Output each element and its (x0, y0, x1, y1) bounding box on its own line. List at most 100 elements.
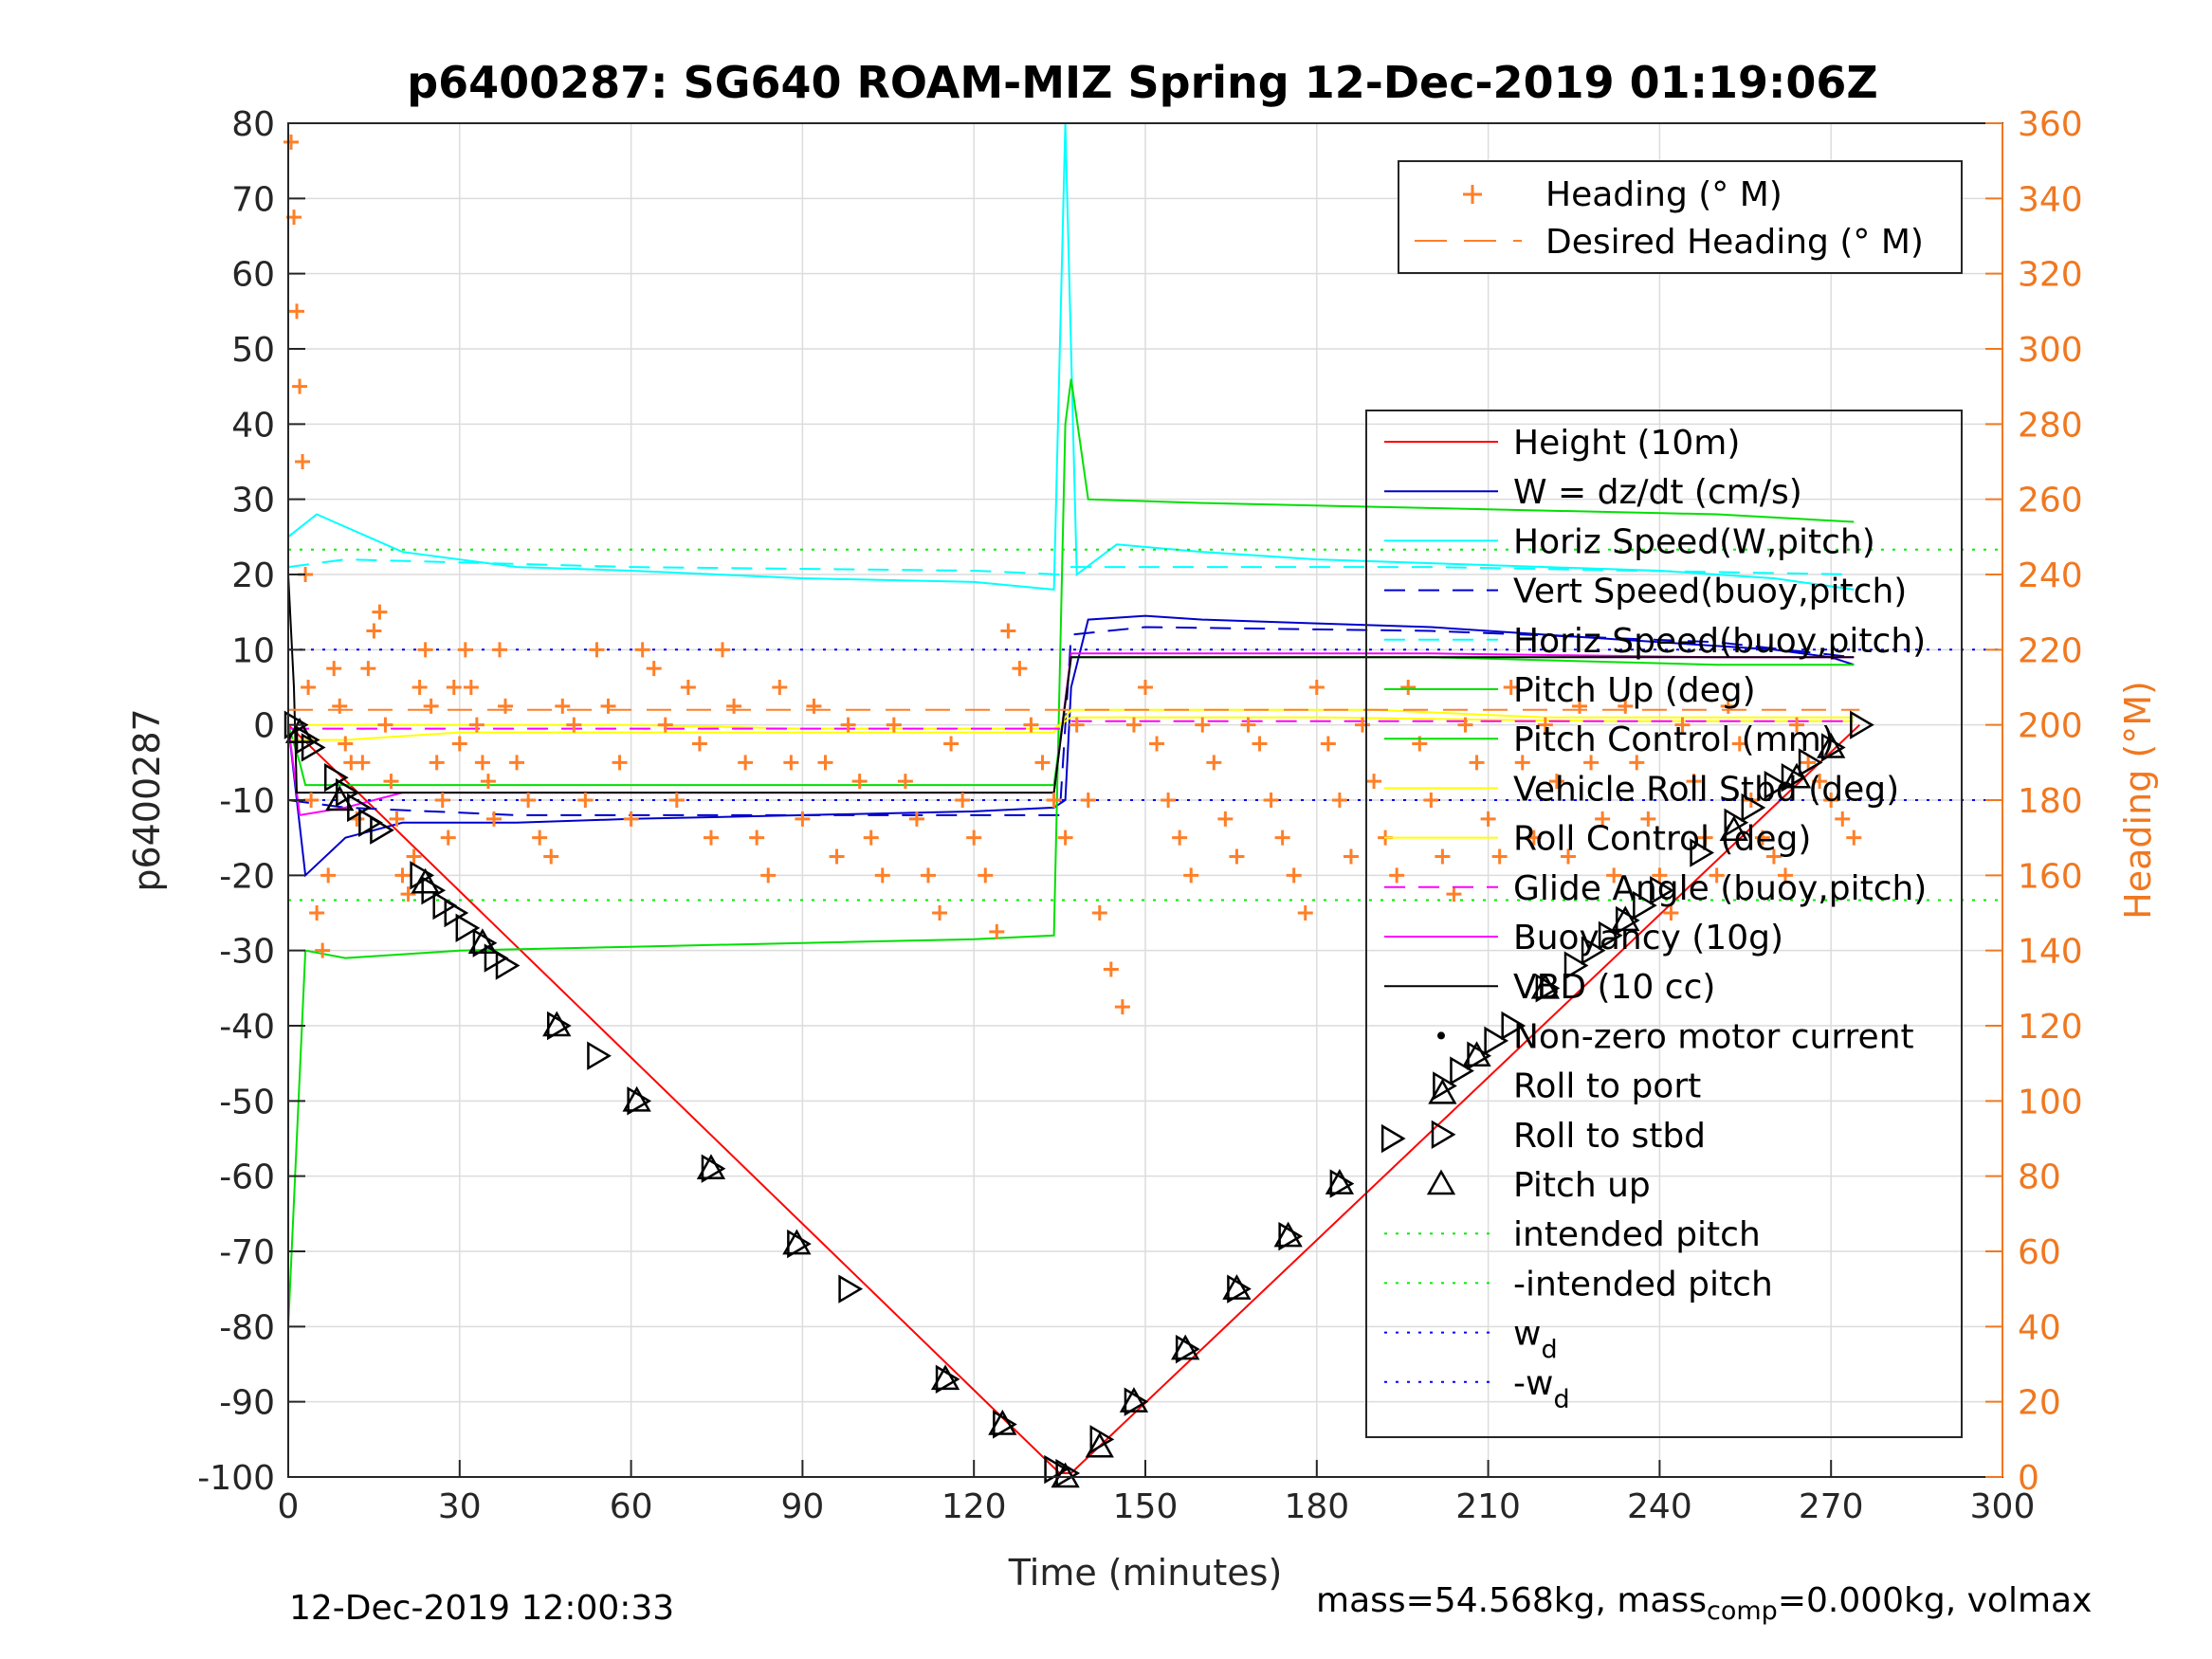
legend-main-label-text: Pitch Up (deg) (1513, 671, 1756, 710)
heading-point (289, 303, 305, 319)
heading-point (1652, 867, 1668, 884)
heading-point (532, 830, 548, 846)
legend-main-label: Glide Angle (buoy,pitch) (1513, 869, 1927, 908)
heading-point (680, 680, 696, 695)
y-tick-label: -40 (219, 1008, 275, 1047)
roll-to-stbd-marker (1467, 1041, 1492, 1070)
series-horiz-speed-w-pitch (287, 122, 1855, 591)
heading-point (1583, 755, 1600, 771)
legend-main-label-text: Non-zero motor current (1513, 1017, 1914, 1056)
heading-point (326, 661, 342, 677)
legend-main-label: Roll Control (deg) (1513, 820, 1811, 859)
legend-main-label: W = dz/dt (cm/s) (1513, 473, 1802, 512)
legend-top: Heading (° M) Desired Heading (° M) (1398, 160, 1963, 274)
legend-swatch-roll-to-stbd (1431, 1120, 1456, 1149)
pitch-up-marker (325, 785, 355, 811)
roll-to-stbd-marker (993, 1410, 1017, 1439)
y-tick-label: -70 (219, 1233, 275, 1272)
heading-point (1469, 755, 1485, 771)
heading-point (634, 642, 650, 658)
pitch-up-marker (1273, 1221, 1303, 1248)
legend-top-label: Heading (° M) (1545, 175, 1782, 214)
heading-point (691, 736, 707, 752)
pitch-up-marker (1462, 1041, 1491, 1066)
roll-to-stbd-marker (787, 1229, 812, 1259)
roll-to-stbd-marker (1741, 793, 1766, 823)
legend-main-label: Pitch up (1513, 1166, 1651, 1205)
y-tick-label: 30 (231, 482, 275, 520)
heading-point (1731, 736, 1747, 752)
x-tick-label: 30 (438, 1487, 482, 1526)
heading-point (283, 134, 300, 150)
legend-main-label: Pitch Up (deg) (1513, 671, 1756, 710)
heading-point (1835, 811, 1851, 827)
y2-tick-label: 340 (2018, 180, 2083, 219)
x-tick-label: 270 (1799, 1487, 1864, 1526)
legend-main-label-text: intended pitch (1513, 1215, 1761, 1254)
heading-point (320, 867, 337, 884)
legend-main-label-text: Vert Speed(buoy,pitch) (1513, 573, 1907, 611)
y2-axis-label: Heading (°M) (2117, 681, 2159, 920)
roll-to-stbd-marker (838, 1274, 864, 1304)
y2-tick-label: 0 (2018, 1459, 2039, 1498)
heading-point (429, 755, 445, 771)
heading-point (589, 642, 605, 658)
pitch-up-marker (1222, 1274, 1252, 1300)
roll-to-stbd-marker (1850, 710, 1874, 739)
heading-point (377, 717, 393, 733)
legend-top-label: Desired Heading (° M) (1545, 223, 1924, 262)
y-tick-label: -10 (219, 782, 275, 821)
heading-point (886, 717, 902, 733)
roll-to-stbd-marker (1535, 974, 1561, 1003)
heading-point (1343, 848, 1359, 865)
heading-point (411, 680, 428, 695)
heading-point (1161, 793, 1177, 808)
roll-to-stbd-marker (1598, 921, 1623, 950)
series-vert-speed-buoy-pitch (287, 626, 1855, 816)
heading-point (1263, 793, 1279, 808)
legend-main-label: Horiz Speed(W,pitch) (1513, 522, 1875, 561)
heading-point (1491, 848, 1508, 865)
legend-main-box (1365, 410, 1963, 1438)
heading-point (1286, 867, 1302, 884)
pitch-up-marker (284, 718, 315, 743)
footer-mass-b: =0.000kg, volmax (1777, 1581, 2093, 1620)
heading-point (389, 811, 405, 827)
y-tick-label: 40 (231, 406, 275, 445)
heading-point (1686, 774, 1702, 790)
heading-point (1217, 811, 1234, 827)
y2-tick-label: 20 (2018, 1384, 2061, 1423)
heading-point (1572, 698, 1588, 714)
legend-main-label-text: Pitch up (1513, 1166, 1651, 1205)
roll-to-stbd-marker (1690, 838, 1715, 867)
pitch-up-marker (782, 1229, 812, 1255)
heading-point (1149, 736, 1165, 752)
heading-point (521, 793, 537, 808)
heading-point (1023, 717, 1039, 733)
legend-main-label: VBD (10 cc) (1513, 968, 1715, 1007)
y2-tick-label: 60 (2018, 1233, 2061, 1272)
heading-point (772, 680, 788, 695)
pitch-up-marker (1611, 905, 1640, 932)
roll-to-stbd-marker (935, 1364, 960, 1395)
legend-main-label: -wd (1513, 1364, 1570, 1414)
roll-to-stbd-marker (1329, 1169, 1355, 1198)
x-tick-label: 240 (1627, 1487, 1692, 1526)
heading-point (1012, 661, 1028, 677)
y2-axis: 3603403203002802602402202001801601401201… (1985, 105, 2083, 1498)
heading-point (1663, 905, 1679, 921)
roll-to-stbd-marker (1175, 1334, 1200, 1364)
pitch-up-marker (1428, 1078, 1457, 1104)
y2-tick-label: 140 (2018, 933, 2083, 972)
heading-point (943, 736, 960, 752)
y-tick-label: 20 (231, 556, 275, 595)
heading-point (480, 774, 496, 790)
legend-main-label: -intended pitch (1513, 1265, 1773, 1304)
legend-main-label-text: w (1513, 1315, 1541, 1354)
heading-point (332, 698, 348, 714)
x-tick-label: 120 (941, 1487, 1007, 1526)
heading-point (303, 793, 320, 808)
heading-point (1206, 755, 1222, 771)
heading-point (897, 774, 913, 790)
